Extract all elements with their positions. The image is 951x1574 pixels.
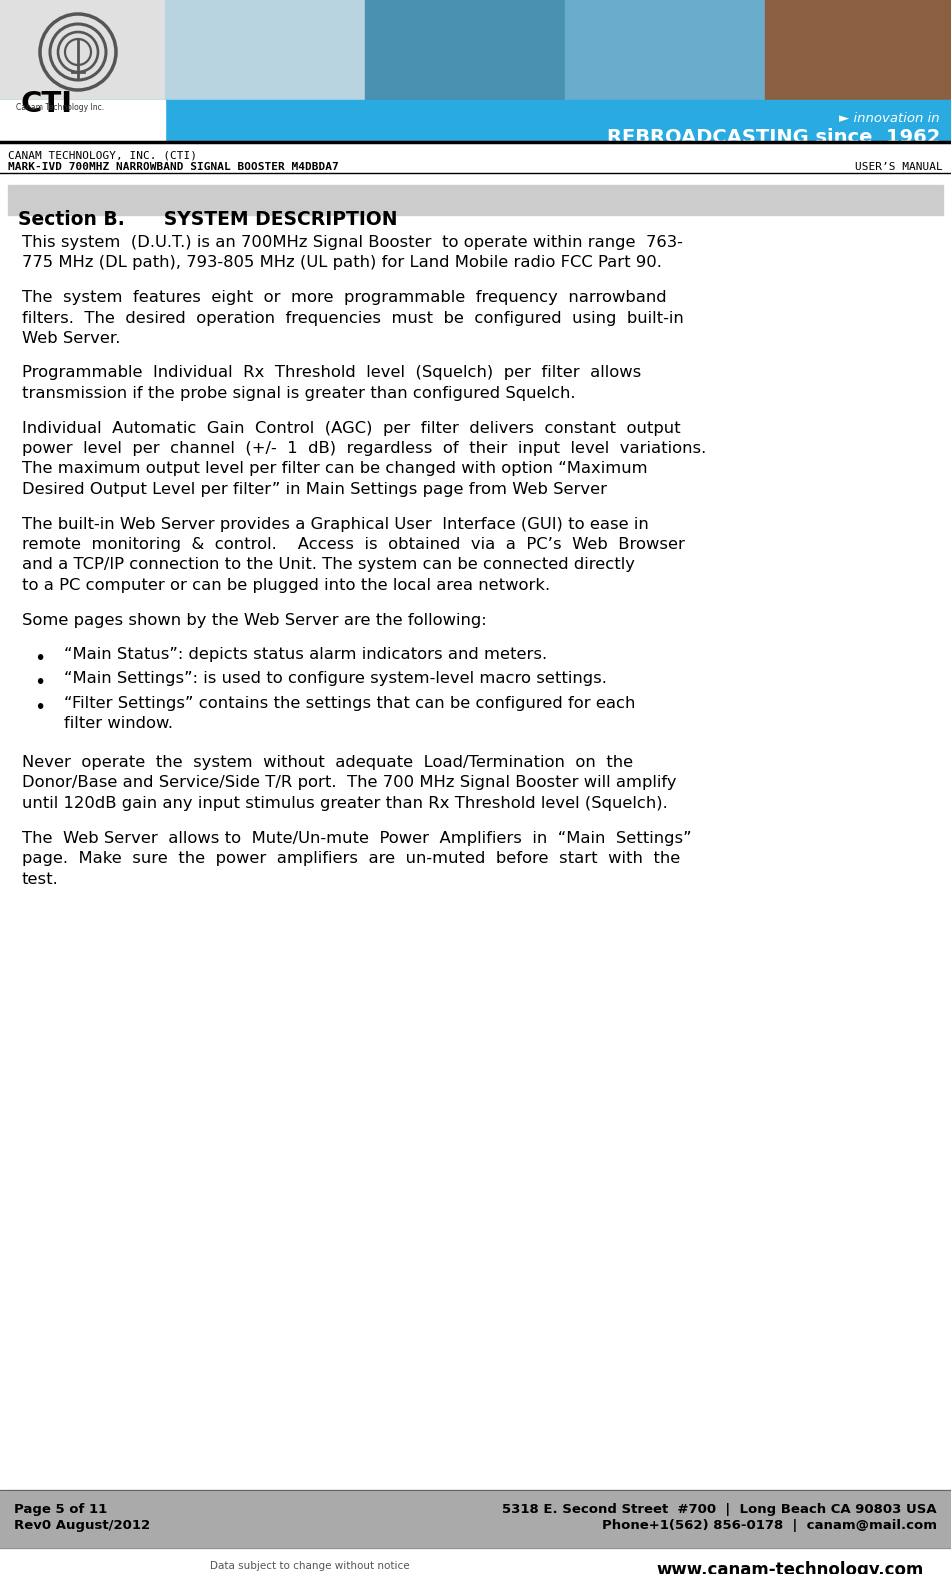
Text: until 120dB gain any input stimulus greater than Rx Threshold level (Squelch).: until 120dB gain any input stimulus grea…	[22, 796, 668, 811]
Text: 5318 E. Second Street  #700  |  Long Beach CA 90803 USA: 5318 E. Second Street #700 | Long Beach …	[502, 1503, 937, 1516]
Bar	[365, 0, 565, 101]
Text: “Main Settings”: is used to configure system-level macro settings.: “Main Settings”: is used to configure sy…	[64, 672, 607, 686]
Text: The  Web Server  allows to  Mute/Un-mute  Power  Amplifiers  in  “Main  Settings: The Web Server allows to Mute/Un-mute Po…	[22, 831, 691, 845]
Text: www.canam-technology.com: www.canam-technology.com	[656, 1561, 923, 1574]
Text: CANAM TECHNOLOGY, INC. (CTI): CANAM TECHNOLOGY, INC. (CTI)	[8, 150, 197, 161]
Text: filter window.: filter window.	[64, 716, 173, 732]
Text: remote  monitoring  &  control.    Access  is  obtained  via  a  PC’s  Web  Brow: remote monitoring & control. Access is o…	[22, 537, 685, 552]
Text: REBROADCASTING since  1962: REBROADCASTING since 1962	[607, 127, 940, 146]
Text: “Filter Settings” contains the settings that can be configured for each: “Filter Settings” contains the settings …	[64, 696, 635, 711]
Text: Section B.      SYSTEM DESCRIPTION: Section B. SYSTEM DESCRIPTION	[18, 209, 398, 228]
Bar	[165, 0, 365, 101]
Text: ► innovation in: ► innovation in	[840, 112, 940, 124]
Text: MARK-IVD 700MHZ NARROWBAND SIGNAL BOOSTER M4DBDA7: MARK-IVD 700MHZ NARROWBAND SIGNAL BOOSTE…	[8, 162, 339, 172]
Text: Data subject to change without notice: Data subject to change without notice	[210, 1561, 410, 1571]
Text: Some pages shown by the Web Server are the following:: Some pages shown by the Web Server are t…	[22, 612, 487, 628]
Bar	[0, 101, 165, 140]
Text: Canam Technology Inc.: Canam Technology Inc.	[16, 102, 104, 112]
Bar	[0, 101, 951, 140]
Text: •: •	[34, 674, 46, 693]
Text: Never  operate  the  system  without  adequate  Load/Termination  on  the: Never operate the system without adequat…	[22, 756, 633, 770]
Text: The maximum output level per filter can be changed with option “Maximum: The maximum output level per filter can …	[22, 461, 648, 477]
Text: to a PC computer or can be plugged into the local area network.: to a PC computer or can be plugged into …	[22, 578, 550, 593]
Text: Individual  Automatic  Gain  Control  (AGC)  per  filter  delivers  constant  ou: Individual Automatic Gain Control (AGC) …	[22, 420, 681, 436]
Text: power  level  per  channel  (+/-  1  dB)  regardless  of  their  input  level  v: power level per channel (+/- 1 dB) regar…	[22, 441, 707, 456]
Text: Programmable  Individual  Rx  Threshold  level  (Squelch)  per  filter  allows: Programmable Individual Rx Threshold lev…	[22, 365, 641, 381]
Text: test.: test.	[22, 872, 59, 886]
Text: The  system  features  eight  or  more  programmable  frequency  narrowband: The system features eight or more progra…	[22, 290, 667, 305]
Text: transmission if the probe signal is greater than configured Squelch.: transmission if the probe signal is grea…	[22, 386, 575, 401]
Text: Rev0 August/2012: Rev0 August/2012	[14, 1519, 150, 1532]
Text: •: •	[34, 697, 46, 718]
Text: “Main Status”: depicts status alarm indicators and meters.: “Main Status”: depicts status alarm indi…	[64, 647, 547, 663]
Text: The built-in Web Server provides a Graphical User  Interface (GUI) to ease in: The built-in Web Server provides a Graph…	[22, 516, 649, 532]
Text: and a TCP/IP connection to the Unit. The system can be connected directly: and a TCP/IP connection to the Unit. The…	[22, 557, 635, 573]
Bar	[0, 0, 951, 101]
Text: Donor/Base and Service/Side T/R port.  The 700 MHz Signal Booster will amplify: Donor/Base and Service/Side T/R port. Th…	[22, 776, 676, 790]
Text: filters.  The  desired  operation  frequencies  must  be  configured  using  bui: filters. The desired operation frequenci…	[22, 310, 684, 326]
Bar	[565, 0, 765, 101]
Text: Phone+1(562) 856-0178  |  canam@mail.com: Phone+1(562) 856-0178 | canam@mail.com	[602, 1519, 937, 1532]
Text: page.  Make  sure  the  power  amplifiers  are  un-muted  before  start  with  t: page. Make sure the power amplifiers are…	[22, 852, 680, 866]
Text: 775 MHz (DL path), 793-805 MHz (UL path) for Land Mobile radio FCC Part 90.: 775 MHz (DL path), 793-805 MHz (UL path)…	[22, 255, 662, 271]
Text: Page 5 of 11: Page 5 of 11	[14, 1503, 107, 1516]
Bar	[0, 1491, 951, 1547]
Bar	[8, 186, 943, 216]
Text: CTI: CTI	[20, 90, 72, 118]
Text: Desired Output Level per filter” in Main Settings page from Web Server: Desired Output Level per filter” in Main…	[22, 482, 607, 497]
Bar	[765, 0, 951, 101]
Bar	[0, 0, 165, 101]
Text: •: •	[34, 648, 46, 667]
Text: Web Server.: Web Server.	[22, 331, 121, 346]
Text: This system  (D.U.T.) is an 700MHz Signal Booster  to operate within range  763-: This system (D.U.T.) is an 700MHz Signal…	[22, 235, 683, 250]
Text: USER’S MANUAL: USER’S MANUAL	[855, 162, 943, 172]
